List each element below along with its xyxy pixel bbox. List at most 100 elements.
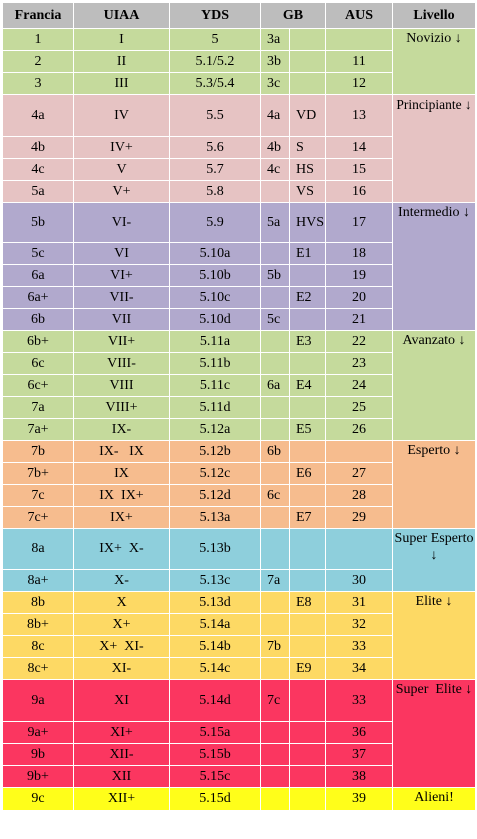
aus-cell	[325, 28, 394, 51]
francia-cell: 2	[2, 50, 74, 73]
yds-cell: 5.14a	[169, 613, 261, 636]
grade-row: 7c+ IX+ 5.13a E7 29	[2, 506, 476, 529]
gb-cell	[260, 330, 290, 353]
yds-cell: 5.14c	[169, 657, 261, 680]
grade-row: 8a+ X- 5.13c 7a 30	[2, 569, 476, 592]
francia-cell: 6a+	[2, 286, 74, 309]
gb-extra-cell	[288, 50, 327, 73]
gb-extra-cell: E7	[288, 506, 327, 529]
gb-extra-cell	[288, 787, 327, 811]
aus-cell: 33	[325, 679, 394, 722]
grade-row: 1 I 5 3a Novizio ↓	[2, 28, 477, 95]
yds-cell: 5	[169, 28, 261, 51]
francia-cell: 8a	[2, 528, 74, 570]
francia-cell: 6a	[2, 264, 74, 287]
gb-extra-cell: HVS	[288, 202, 327, 243]
gb-cell	[260, 743, 290, 766]
gb-extra-cell	[288, 396, 327, 419]
grade-row: 9b XII- 5.15b 37	[2, 743, 476, 766]
aus-cell: 13	[325, 94, 394, 137]
gb-cell	[260, 352, 290, 375]
francia-cell: 7b+	[2, 462, 74, 485]
uiaa-cell: X-	[73, 569, 170, 592]
header-row: Francia UIAA YDS GB AUS Livello	[2, 2, 477, 29]
francia-cell: 9a+	[2, 721, 74, 744]
grade-row: 2 II 5.1/5.2 3b 11	[2, 50, 476, 73]
header-uiaa: UIAA	[73, 2, 170, 29]
yds-cell: 5.15b	[169, 743, 261, 766]
grade-row: 9a XI 5.14d 7c 33 Super Elite ↓	[2, 679, 477, 788]
uiaa-cell: XII+	[73, 787, 170, 811]
aus-cell: 30	[325, 569, 394, 592]
gb-extra-cell: E5	[288, 418, 327, 441]
aus-cell: 26	[325, 418, 394, 441]
grade-row: 9c XII+ 5.15d 39 Alieni!	[2, 787, 477, 811]
uiaa-cell: I	[73, 28, 170, 51]
aus-cell: 17	[325, 202, 394, 243]
yds-cell: 5.10a	[169, 242, 261, 265]
aus-cell: 14	[325, 136, 394, 159]
uiaa-cell: XI	[73, 679, 170, 722]
francia-cell: 8b+	[2, 613, 74, 636]
gb-cell: 3c	[260, 72, 290, 95]
yds-cell: 5.1/5.2	[169, 50, 261, 73]
grade-row: 8b+ X+ 5.14a 32	[2, 613, 476, 636]
yds-cell: 5.10d	[169, 308, 261, 331]
uiaa-cell: V+	[73, 180, 170, 203]
uiaa-cell: IX IX+	[73, 484, 170, 507]
gb-cell: 7b	[260, 635, 290, 658]
aus-cell: 19	[325, 264, 394, 287]
francia-cell: 6c	[2, 352, 74, 375]
uiaa-cell: VIII-	[73, 352, 170, 375]
yds-cell: 5.11b	[169, 352, 261, 375]
francia-cell: 9b	[2, 743, 74, 766]
grade-row: 6a VI+ 5.10b 5b 19	[2, 264, 476, 287]
yds-cell: 5.12d	[169, 484, 261, 507]
level-cell-avanzato: Avanzato ↓	[392, 330, 477, 441]
grade-row: 4c V 5.7 4c HS 15	[2, 158, 476, 181]
gb-extra-cell	[288, 484, 327, 507]
grade-row: 7b IX- IX 5.12b 6b Esperto ↓	[2, 440, 477, 529]
gb-cell	[260, 613, 290, 636]
gb-extra-cell	[288, 440, 327, 463]
gb-cell	[260, 528, 290, 570]
header-yds: YDS	[169, 2, 261, 29]
yds-cell: 5.10b	[169, 264, 261, 287]
yds-cell: 5.11d	[169, 396, 261, 419]
aus-cell: 25	[325, 396, 394, 419]
gb-extra-cell: E3	[288, 330, 327, 353]
uiaa-cell: VII+	[73, 330, 170, 353]
gb-cell: 3a	[260, 28, 290, 51]
gb-extra-cell	[288, 264, 327, 287]
gb-cell: 6b	[260, 440, 290, 463]
uiaa-cell: VI	[73, 242, 170, 265]
gb-cell	[260, 787, 290, 811]
yds-cell: 5.14b	[169, 635, 261, 658]
gb-extra-cell	[288, 28, 327, 51]
level-cell-super-elite: Super Elite ↓	[392, 679, 477, 788]
yds-cell: 5.6	[169, 136, 261, 159]
francia-cell: 9b+	[2, 765, 74, 788]
grade-row: 5a V+ 5.8 VS 16	[2, 180, 476, 203]
gb-cell	[260, 286, 290, 309]
gb-extra-cell	[288, 528, 327, 570]
header-francia: Francia	[2, 2, 74, 29]
gb-extra-cell	[288, 721, 327, 744]
francia-cell: 6b+	[2, 330, 74, 353]
francia-cell: 6c+	[2, 374, 74, 397]
gb-extra-cell	[288, 72, 327, 95]
yds-cell: 5.11a	[169, 330, 261, 353]
aus-cell: 33	[325, 635, 394, 658]
header-livello: Livello	[392, 2, 477, 29]
gb-cell: 7c	[260, 679, 290, 722]
gb-cell: 5a	[260, 202, 290, 243]
francia-cell: 7c	[2, 484, 74, 507]
francia-cell: 4b	[2, 136, 74, 159]
francia-cell: 5b	[2, 202, 74, 243]
aus-cell: 27	[325, 462, 394, 485]
gb-extra-cell	[288, 743, 327, 766]
aus-cell: 31	[325, 591, 394, 614]
grade-row: 8c X+ XI- 5.14b 7b 33	[2, 635, 476, 658]
level-cell-elite: Elite ↓	[392, 591, 477, 680]
aus-cell: 28	[325, 484, 394, 507]
